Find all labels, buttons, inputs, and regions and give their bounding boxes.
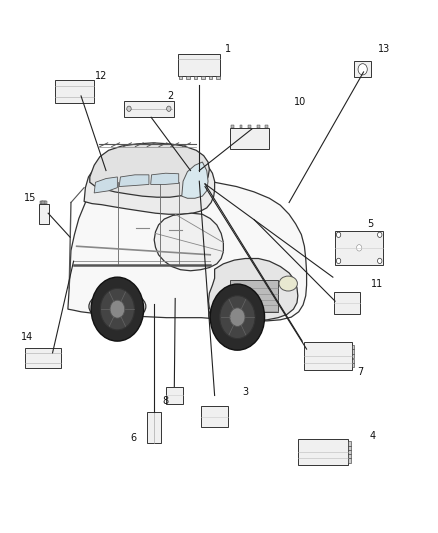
Polygon shape xyxy=(208,259,298,321)
Bar xyxy=(248,125,251,128)
Text: 15: 15 xyxy=(24,193,36,203)
Bar xyxy=(352,359,354,363)
Text: 5: 5 xyxy=(367,219,373,229)
Polygon shape xyxy=(90,143,209,197)
Circle shape xyxy=(166,106,171,111)
Bar xyxy=(55,80,94,103)
Text: 6: 6 xyxy=(131,433,137,443)
Bar xyxy=(42,201,45,204)
Circle shape xyxy=(127,106,131,111)
Circle shape xyxy=(358,64,367,75)
Bar xyxy=(179,54,220,76)
Text: 2: 2 xyxy=(168,91,174,101)
Circle shape xyxy=(378,232,382,238)
Bar xyxy=(352,363,354,367)
Polygon shape xyxy=(182,162,208,198)
Circle shape xyxy=(378,258,382,263)
Text: 3: 3 xyxy=(242,387,248,397)
Text: 7: 7 xyxy=(357,367,363,377)
Bar xyxy=(179,76,182,79)
Bar xyxy=(240,125,243,128)
Bar xyxy=(194,76,197,79)
Polygon shape xyxy=(84,154,215,214)
Bar xyxy=(231,125,234,128)
Polygon shape xyxy=(94,177,117,193)
Bar xyxy=(348,446,351,450)
Bar xyxy=(335,230,383,265)
Polygon shape xyxy=(151,173,179,184)
Bar xyxy=(25,348,61,368)
Ellipse shape xyxy=(279,276,297,291)
Text: 13: 13 xyxy=(378,44,391,54)
Circle shape xyxy=(357,245,362,251)
Bar xyxy=(147,412,161,443)
Ellipse shape xyxy=(89,291,146,322)
Circle shape xyxy=(336,258,341,263)
Bar xyxy=(348,458,351,463)
Bar xyxy=(334,292,360,314)
Circle shape xyxy=(110,300,125,318)
Polygon shape xyxy=(68,177,307,321)
Bar xyxy=(216,76,219,79)
Bar xyxy=(201,406,228,427)
Bar xyxy=(201,76,205,79)
Circle shape xyxy=(336,232,341,238)
Bar xyxy=(124,101,174,117)
Bar xyxy=(187,76,190,79)
Circle shape xyxy=(220,296,255,338)
Bar xyxy=(298,439,348,465)
Text: 10: 10 xyxy=(294,98,306,107)
Ellipse shape xyxy=(209,299,266,332)
Bar xyxy=(354,61,371,77)
Bar xyxy=(230,280,278,312)
Circle shape xyxy=(230,308,245,326)
Circle shape xyxy=(91,277,144,341)
Bar xyxy=(265,125,268,128)
Polygon shape xyxy=(154,213,223,271)
Bar xyxy=(44,201,46,204)
Text: 11: 11 xyxy=(371,279,384,288)
Bar xyxy=(209,76,212,79)
Bar xyxy=(257,125,259,128)
Bar xyxy=(352,354,354,358)
Text: 4: 4 xyxy=(369,431,375,441)
Bar xyxy=(39,204,49,224)
Bar xyxy=(41,201,44,204)
Bar xyxy=(45,201,47,204)
Bar xyxy=(348,441,351,446)
Bar xyxy=(166,387,183,404)
Text: 14: 14 xyxy=(21,332,33,342)
Bar xyxy=(348,450,351,454)
Bar xyxy=(352,349,354,353)
Circle shape xyxy=(210,284,265,350)
Bar xyxy=(348,454,351,458)
Text: 12: 12 xyxy=(95,71,108,80)
Bar xyxy=(352,345,354,349)
Circle shape xyxy=(100,288,134,330)
Polygon shape xyxy=(119,175,149,187)
Text: 8: 8 xyxy=(162,396,169,406)
Bar xyxy=(40,201,43,204)
Text: 1: 1 xyxy=(225,44,231,54)
Bar xyxy=(304,342,352,370)
Bar xyxy=(230,128,269,149)
